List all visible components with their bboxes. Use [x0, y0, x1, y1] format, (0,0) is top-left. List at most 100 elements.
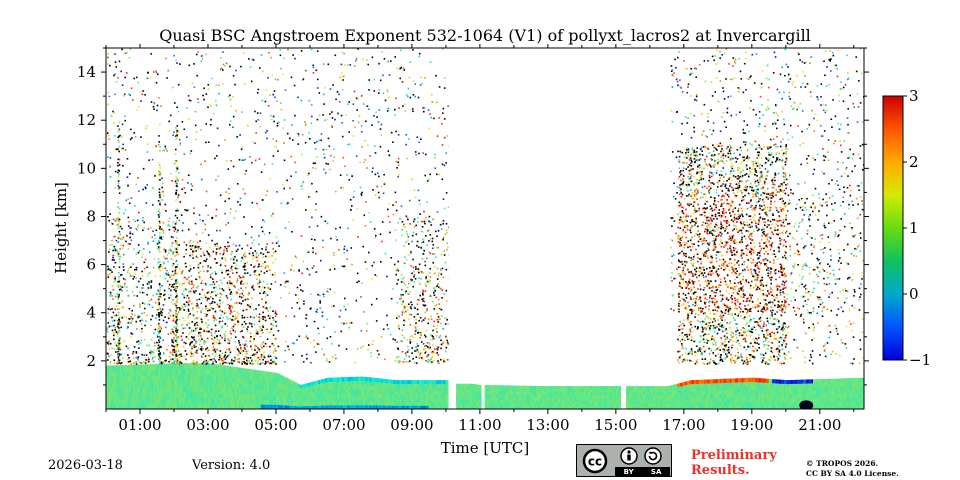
boundary-layer-cell	[306, 386, 309, 390]
boundary-layer-cell	[155, 397, 158, 404]
boundary-layer-cell	[179, 397, 182, 404]
scatter-point	[187, 182, 189, 184]
boundary-layer-cell	[270, 395, 274, 401]
boundary-layer-cell	[439, 383, 442, 388]
scatter-point	[316, 50, 319, 52]
boundary-layer-cell	[763, 386, 766, 391]
boundary-layer-cell	[301, 390, 304, 395]
scatter-point	[271, 327, 273, 329]
scatter-point	[387, 215, 390, 218]
boundary-layer-cell	[697, 398, 700, 403]
boundary-layer-cell	[649, 397, 653, 401]
boundary-layer-cell	[670, 403, 673, 407]
boundary-layer-cell	[276, 395, 279, 401]
scatter-point	[129, 236, 131, 239]
boundary-layer-cell	[692, 394, 695, 399]
boundary-layer-cell	[355, 405, 359, 409]
scatter-point	[125, 316, 127, 319]
boundary-layer-cell	[174, 397, 177, 404]
boundary-layer-cell	[734, 386, 738, 391]
boundary-layer-cell	[342, 377, 345, 382]
scatter-point	[168, 130, 171, 132]
scatter-point	[363, 161, 365, 164]
scatter-point	[164, 145, 166, 148]
scatter-point	[414, 151, 417, 153]
scatter-point	[263, 163, 266, 166]
boundary-layer-cell	[649, 394, 653, 398]
scatter-point	[418, 263, 421, 266]
boundary-layer-cell	[384, 382, 387, 387]
scatter-point	[357, 98, 359, 101]
boundary-layer-cell	[201, 397, 204, 404]
boundary-layer-cell	[321, 401, 325, 406]
boundary-layer-cell	[223, 376, 226, 383]
boundary-layer-cell	[486, 385, 489, 389]
boundary-layer-cell	[734, 393, 738, 398]
boundary-layer-cell	[714, 390, 717, 395]
boundary-layer-cell	[544, 397, 547, 401]
boundary-layer-cell	[683, 405, 687, 409]
boundary-layer-cell	[235, 377, 238, 384]
boundary-layer-cell	[153, 397, 156, 404]
scatter-point	[368, 211, 370, 214]
scatter-point	[161, 186, 163, 189]
boundary-layer-cell	[731, 397, 734, 402]
scatter-point	[425, 216, 427, 219]
boundary-layer-cell	[337, 405, 340, 409]
scatter-point	[224, 212, 226, 215]
boundary-layer-cell	[478, 406, 481, 409]
boundary-layer-cell	[682, 392, 685, 396]
boundary-layer-cell	[444, 390, 447, 395]
scatter-point	[137, 177, 139, 179]
scatter-point	[122, 147, 124, 150]
scatter-point	[120, 70, 122, 73]
boundary-layer-cell	[658, 386, 661, 390]
boundary-layer-cell	[615, 386, 619, 390]
boundary-layer-cell	[527, 400, 530, 404]
boundary-layer-cell	[362, 392, 365, 398]
boundary-layer-cell	[780, 405, 783, 409]
scatter-point	[163, 248, 165, 251]
scatter-point	[161, 149, 164, 152]
boundary-layer-cell	[377, 382, 381, 387]
boundary-layer-cell	[643, 406, 646, 409]
scatter-point	[122, 277, 125, 280]
boundary-layer-cell	[537, 397, 540, 401]
scatter-point	[324, 87, 326, 89]
boundary-layer-cell	[532, 406, 535, 409]
boundary-layer-cell	[585, 406, 588, 409]
boundary-layer-cell	[498, 388, 501, 392]
boundary-layer-cell	[519, 394, 522, 398]
scatter-point	[312, 66, 315, 69]
boundary-layer-cell	[826, 397, 829, 402]
boundary-layer-cell	[833, 378, 836, 383]
boundary-layer-cell	[663, 389, 666, 393]
scatter-point	[436, 101, 439, 104]
scatter-point	[109, 165, 111, 168]
boundary-layer-cell	[588, 400, 591, 404]
boundary-layer-cell	[707, 401, 710, 406]
scatter-point	[113, 259, 115, 261]
boundary-layer-cell	[495, 397, 498, 401]
boundary-layer-cell	[756, 381, 760, 387]
boundary-layer-cell	[542, 403, 546, 407]
boundary-layer-cell	[432, 380, 435, 385]
scatter-point	[274, 250, 277, 253]
scatter-point	[195, 233, 198, 236]
scatter-point	[348, 131, 350, 133]
boundary-layer-cell	[354, 396, 357, 402]
boundary-layer-cell	[235, 403, 238, 409]
boundary-layer-cell	[796, 398, 799, 403]
boundary-layer-cell	[779, 401, 782, 406]
boundary-layer-cell	[790, 387, 794, 392]
boundary-layer-cell	[299, 394, 302, 398]
boundary-layer-cell	[767, 378, 770, 383]
boundary-layer-cell	[785, 394, 789, 399]
scatter-point	[412, 357, 414, 360]
scatter-point	[308, 196, 310, 198]
boundary-layer-cell	[631, 397, 634, 401]
scatter-point	[253, 271, 256, 273]
boundary-layer-cell	[617, 400, 620, 404]
scatter-point	[153, 102, 156, 104]
boundary-layer-cell	[617, 397, 620, 401]
